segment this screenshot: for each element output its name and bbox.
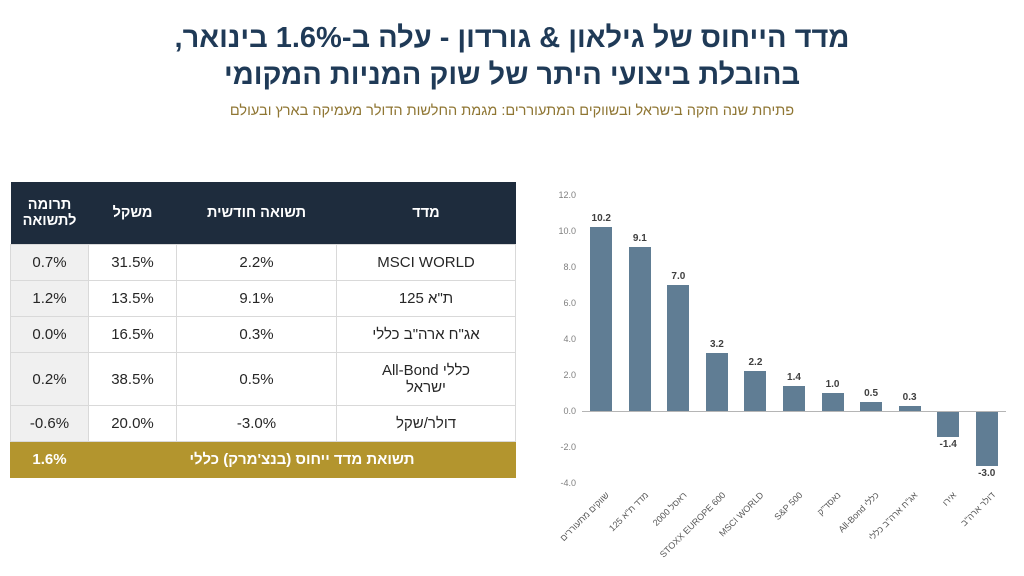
table-row: 1.2% 13.5% 9.1% ת"א 125	[10, 280, 516, 317]
bar-value-label: 0.5	[864, 388, 879, 399]
col-header-index: מדד	[336, 182, 516, 245]
x-axis-category-label: מדד ת"א 125	[606, 490, 650, 534]
chart-bar	[667, 285, 690, 411]
chart-bar	[783, 385, 805, 411]
x-axis-category-label: שווקים מתעוררים	[558, 490, 612, 544]
col-header-monthly-return: תשואה חודשית	[176, 182, 337, 245]
cell-weight: 20.0%	[88, 405, 177, 442]
y-axis-tick-label: 8.0	[563, 262, 576, 272]
benchmark-total-label: תשואת מדד ייחוס (בנצ'מרק) כללי	[88, 441, 516, 478]
cell-index-name: ת"א 125	[336, 280, 516, 317]
bar-value-label: -3.0	[978, 468, 996, 479]
cell-index-name: MSCI WORLD	[336, 244, 516, 281]
cell-index-name: דולר/שקל	[336, 405, 516, 442]
bar-value-label: 0.3	[902, 391, 917, 403]
chart-bar	[898, 405, 921, 411]
cell-contribution: 1.2%	[10, 280, 89, 317]
cell-weight: 38.5%	[88, 352, 177, 406]
performance-table: תרומה לתשואה משקל תשואה חודשית מדד 0.7% …	[10, 182, 516, 478]
x-axis-category-label: אירו	[940, 490, 959, 508]
col-header-contribution: תרומה לתשואה	[10, 182, 89, 245]
chart-bar	[937, 412, 960, 438]
bar-value-label: 3.2	[709, 339, 724, 351]
table-row: 0.7% 31.5% 2.2% MSCI WORLD	[10, 244, 516, 281]
cell-weight: 31.5%	[88, 244, 177, 281]
cell-index-name: אג"ח ארה"ב כללי	[336, 316, 516, 353]
cell-monthly-return: 0.5%	[176, 352, 337, 406]
cell-index-name: כללי All-Bond ישראל	[336, 352, 516, 406]
x-axis-category-label: ראסל 2000	[650, 490, 689, 528]
x-axis-category-label: נאסד"ק	[815, 490, 843, 518]
bar-value-label: 1.4	[787, 371, 801, 383]
bar-value-label: 1.0	[825, 379, 840, 390]
table-row: 0.0% 16.5% 0.3% אג"ח ארה"ב כללי	[10, 316, 516, 353]
bar-value-label: 7.0	[671, 271, 686, 282]
chart-bar	[975, 412, 998, 466]
chart-bar	[705, 353, 728, 411]
y-axis-tick-label: 4.0	[563, 334, 576, 344]
cell-monthly-return: 9.1%	[176, 280, 337, 317]
title-line-2: בהובלת ביצועי היתר של שוק המניות המקומי	[223, 59, 801, 92]
y-axis-tick-label: 0.0	[563, 406, 576, 416]
cell-monthly-return: 2.2%	[176, 244, 337, 281]
y-axis-tick-label: 2.0	[563, 370, 576, 380]
chart-bar	[860, 402, 883, 411]
table-row: 0.2% 38.5% 0.5% כללי All-Bond ישראל	[10, 352, 516, 406]
y-axis-tick-label: 12.0	[558, 190, 576, 200]
chart-bar	[590, 227, 613, 411]
table-row: -0.6% 20.0% -3.0% דולר/שקל	[10, 405, 516, 442]
page-title: מדד הייחוס של גילאון & גורדון - עלה ב-1.…	[0, 20, 1024, 94]
y-axis-tick-label: -2.0	[560, 442, 576, 452]
cell-weight: 13.5%	[88, 280, 177, 317]
x-axis-line	[582, 411, 1006, 412]
cell-weight: 16.5%	[88, 316, 177, 353]
x-axis-category-label: STOXX EUROPE 600	[657, 490, 727, 560]
cell-contribution: -0.6%	[10, 405, 89, 442]
cell-monthly-return: -3.0%	[176, 405, 337, 442]
benchmark-total-row: 1.6% תשואת מדד ייחוס (בנצ'מרק) כללי	[10, 441, 516, 478]
bar-value-label: -1.4	[939, 439, 957, 451]
y-axis-tick-label: 6.0	[563, 298, 576, 308]
chart-bar	[628, 247, 651, 411]
table-header-row: תרומה לתשואה משקל תשואה חודשית מדד	[10, 182, 516, 245]
col-header-weight: משקל	[88, 182, 177, 245]
bar-value-label: 9.1	[632, 233, 647, 245]
y-axis-tick-label: 10.0	[558, 226, 576, 236]
cell-contribution: 0.7%	[10, 244, 89, 281]
x-axis-category-label: S&P 500	[771, 490, 805, 523]
chart-bar	[744, 371, 767, 411]
chart-bar	[821, 393, 844, 411]
slide-header: מדד הייחוס של גילאון & גורדון - עלה ב-1.…	[0, 20, 1024, 119]
cell-contribution: 0.2%	[10, 352, 89, 406]
cell-monthly-return: 0.3%	[176, 316, 337, 353]
y-axis-tick-label: -4.0	[560, 478, 576, 488]
bar-chart: 12.0 10.0 8.0 6.0 4.0 2.0 0.0 -2.0 -4.0 10.2 שווקי…	[544, 183, 1016, 575]
page-subtitle: פתיחת שנה חזקה בישראל ובשווקים המתעוררים…	[229, 103, 795, 120]
bar-value-label: 2.2	[748, 357, 763, 369]
cell-contribution: 0.0%	[10, 316, 89, 353]
x-axis-category-label: דולר ארה"ב	[958, 490, 997, 529]
bar-value-label: 10.2	[591, 213, 611, 225]
title-line-1: מדד הייחוס של גילאון & גורדון - עלה ב-1.…	[174, 22, 850, 54]
benchmark-total-value: 1.6%	[10, 441, 89, 478]
